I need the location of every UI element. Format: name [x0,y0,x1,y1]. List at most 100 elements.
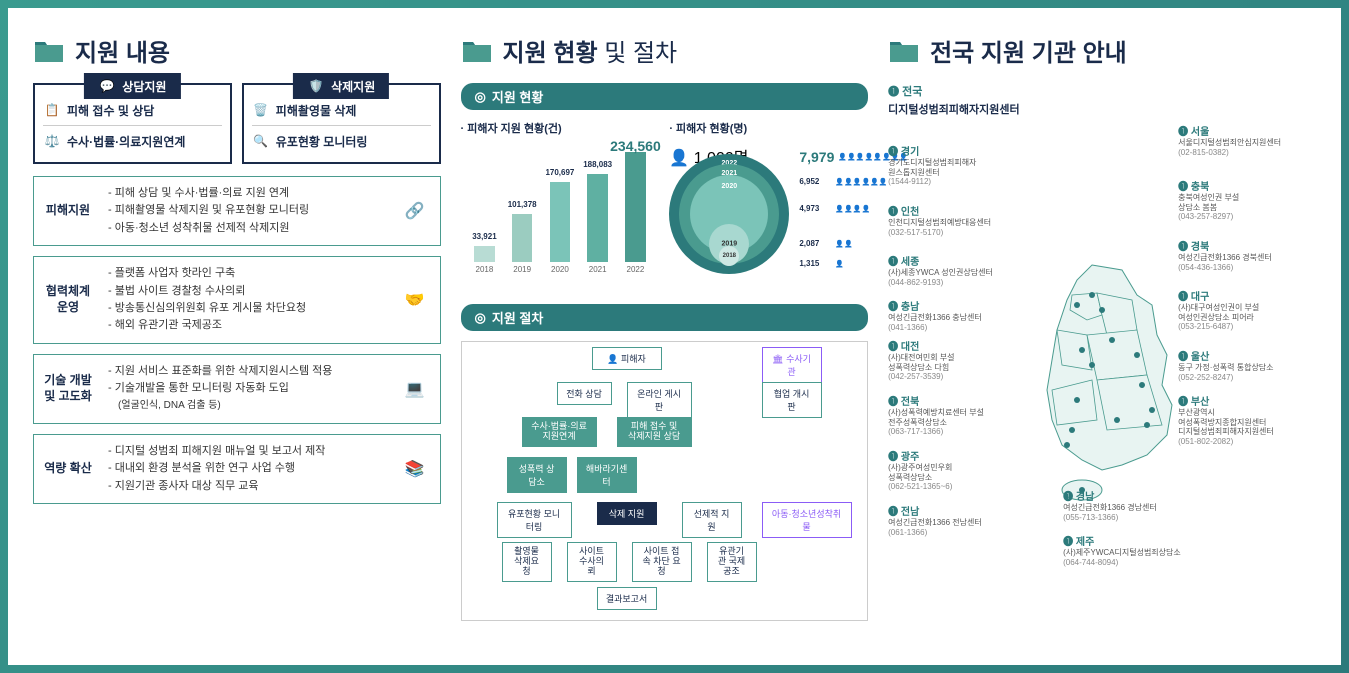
bar-value: 33,921 [472,232,496,241]
flow-investigator: 🏛 수사기관 [762,347,822,383]
region-org: 여성긴급전화1366 경북센터 [1178,253,1308,263]
doc-icon: 📋 [43,101,61,119]
detail-icon: 🤝 [390,257,440,343]
flow-req1: 촬영물 삭제요청 [502,542,552,582]
region-label: ❶ 전북 (사)성폭력예방치료센터 부설전주성폭력상담소 (063-717-13… [888,393,1018,436]
region-name: ❶ 광주 [888,448,1018,463]
region-org: 여성긴급전화1366 충남센터 [888,313,1018,323]
map-container: ❶ 전국 디지털성범죄피해자지원센터 [888,83,1316,640]
detail-box: 기술 개발및 고도화 지원 서비스 표준화를 위한 삭제지원시스템 적용기술개발… [33,354,441,424]
region-label: ❶ 부산 부산광역시여성폭력방지종합지원센터디지털성범죄피해자지원센터 (051… [1178,393,1308,446]
detail-box: 역량 확산 디지털 성범죄 피해지원 매뉴얼 및 보고서 제작대내외 환경 분석… [33,434,441,504]
region-org: (사)성폭력예방치료센터 부설전주성폭력상담소 [888,408,1018,427]
detail-content: 플랫폼 사업자 핫라인 구축불법 사이트 경찰청 수사의뢰방송통신심의위원회 유… [102,257,390,343]
detail-icon: 💻 [390,355,440,423]
detail-icon: 📚 [390,435,440,503]
flow-preemptive: 선제적 지원 [682,502,742,538]
region-org: (사)세종YWCA 성인권상담센터 [888,268,1018,278]
region-phone: (061-1366) [888,528,1018,537]
region-org: (사)대구여성인권이 부설여성인권상담소 피어라 [1178,303,1308,322]
region-phone: (051-802-2082) [1178,437,1308,446]
region-name: ❶ 제주 [1063,533,1193,548]
korea-map [1002,245,1202,505]
support-item: 🔍 유포현황 모니터링 [252,126,431,156]
circle-value-row: 6,952👤👤👤👤👤👤 [799,177,887,186]
region-name: ❶ 충북 [1178,178,1308,193]
flow-req3: 사이트 접속 차단 요청 [632,542,692,582]
bar-chart-box: · 피해자 지원 현황(건) 33,921 2018 101,378 2019 … [461,120,660,289]
region-label: ❶ 충남 여성긴급전화1366 충남센터 (041-1366) [888,298,1018,332]
region-label: ❶ 광주 (사)광주여성민우회성폭력상담소 (062-521-1365~6) [888,448,1018,491]
flow-report: 결과보고서 [597,587,657,610]
bar-group: 101,378 2019 [505,214,539,274]
region-org: 부산광역시여성폭력방지종합지원센터디지털성범죄피해자지원센터 [1178,408,1308,437]
region-label: ❶ 인천 인천디지털성범죄예방대응센터 (032-517-5170) [888,203,1018,237]
folder-icon [888,38,920,64]
support-item: ⚖️ 수사·법률·의료지원연계 [43,126,222,156]
bar-group: 170,697 2020 [543,182,577,274]
region-label: ❶ 대구 (사)대구여성인권이 부설여성인권상담소 피어라 (053-215-6… [1178,288,1308,331]
flow-intake: 피해 접수 및 삭제지원 상담 [617,417,692,447]
region-phone: (062-521-1365~6) [888,482,1018,491]
detail-box: 협력체계운영 플랫폼 사업자 핫라인 구축불법 사이트 경찰청 수사의뢰방송통신… [33,256,441,344]
bar: 101,378 [512,214,532,262]
section-header-agencies: 전국 지원 기관 안내 [888,33,1316,68]
region-name: ❶ 경남 [1063,488,1193,503]
region-phone: (044-862-9193) [888,278,1018,287]
flow-phone: 전화 상담 [557,382,612,405]
region-phone: (052-252-8247) [1178,373,1308,382]
section-header-support: 지원 내용 [33,33,441,68]
detail-label: 피해지원 [34,177,102,245]
region-label: ❶ 충북 충북여성인권 부설상담소 봄봄 (043-257-8297) [1178,178,1308,221]
bar-year: 2018 [476,265,494,274]
sub-header-status: ◎ 지원 현황 [461,83,869,110]
region-org: 여성긴급전화1366 경남센터 [1063,503,1193,513]
circle-chart-box: · 피해자 현황(명) 👤 1,000명 2022 2021 2020 2019… [669,120,868,289]
detail-icon: 🔗 [390,177,440,245]
trash-icon: 🗑️ [252,101,270,119]
region-label: ❶ 대전 (사)대전여민회 부설성폭력상담소 다힘 (042-257-3539) [888,338,1018,381]
bar: 170,697 [550,182,570,262]
support-box-delete: 🛡️ 삭제지원 🗑️ 피해촬영물 삭제 🔍 유포현황 모니터링 [242,83,441,164]
bar-year: 2021 [589,265,607,274]
gavel-icon: ⚖️ [43,132,61,150]
flow-victim: 👤 피해자 [592,347,662,370]
region-name: ❶ 대구 [1178,288,1308,303]
region-phone: (054-436-1366) [1178,263,1308,272]
detail-label: 역량 확산 [34,435,102,503]
bar-group: 234,560 2022 [618,152,652,274]
support-item: 🗑️ 피해촬영물 삭제 [252,95,431,126]
folder-icon [33,38,65,64]
bar-group: 33,921 2018 [467,246,501,274]
bar-year: 2019 [513,265,531,274]
region-label: ❶ 제주 (사)제주YWCA디지털성범죄상담소 (064-744-8094) [1063,533,1193,567]
region-label: ❶ 경북 여성긴급전화1366 경북센터 (054-436-1366) [1178,238,1308,272]
circle-value-row: 1,315👤 [799,259,844,268]
region-phone: (053-215-6487) [1178,322,1308,331]
region-name: ❶ 대전 [888,338,1018,353]
region-phone: (055-713-1366) [1063,513,1193,522]
region-phone: (041-1366) [888,323,1018,332]
region-name: ❶ 충남 [888,298,1018,313]
region-org: 동구 가정·성폭력 통합상담소 [1178,363,1308,373]
region-name: ❶ 부산 [1178,393,1308,408]
region-name: ❶ 인천 [888,203,1018,218]
chart-title: · 피해자 현황(명) [669,120,868,136]
detail-content: 디지털 성범죄 피해지원 매뉴얼 및 보고서 제작대내외 환경 분석을 위한 연… [102,435,390,503]
flowchart: 👤 피해자 🏛 수사기관 전화 상담 온라인 게시판 협업 개시판 수사·법률·… [461,341,869,621]
region-label: ❶ 세종 (사)세종YWCA 성인권상담센터 (044-862-9193) [888,253,1018,287]
region-org: (사)제주YWCA디지털성범죄상담소 [1063,548,1193,558]
region-name: ❶ 경기 [888,143,1018,158]
flow-monitor: 유포현황 모니터링 [497,502,572,538]
detail-label: 기술 개발및 고도화 [34,355,102,423]
chart-title: · 피해자 지원 현황(건) [461,120,660,136]
support-box-header: 💬 상담지원 [84,73,180,99]
folder-icon [461,38,493,64]
circle-value-row: 4,973👤👤👤👤 [799,204,870,213]
chat-icon: 💬 [98,77,116,95]
detail-box: 피해지원 피해 상담 및 수사·법률·의료 지원 연계피해촬영물 삭제지원 및 … [33,176,441,246]
region-name: ❶ 서울 [1178,123,1308,138]
region-org: (사)대전여민회 부설성폭력상담소 다힘 [888,353,1018,372]
region-phone: (1544-9112) [888,177,1018,186]
flow-child: 아동·청소년성착취물 [762,502,852,538]
